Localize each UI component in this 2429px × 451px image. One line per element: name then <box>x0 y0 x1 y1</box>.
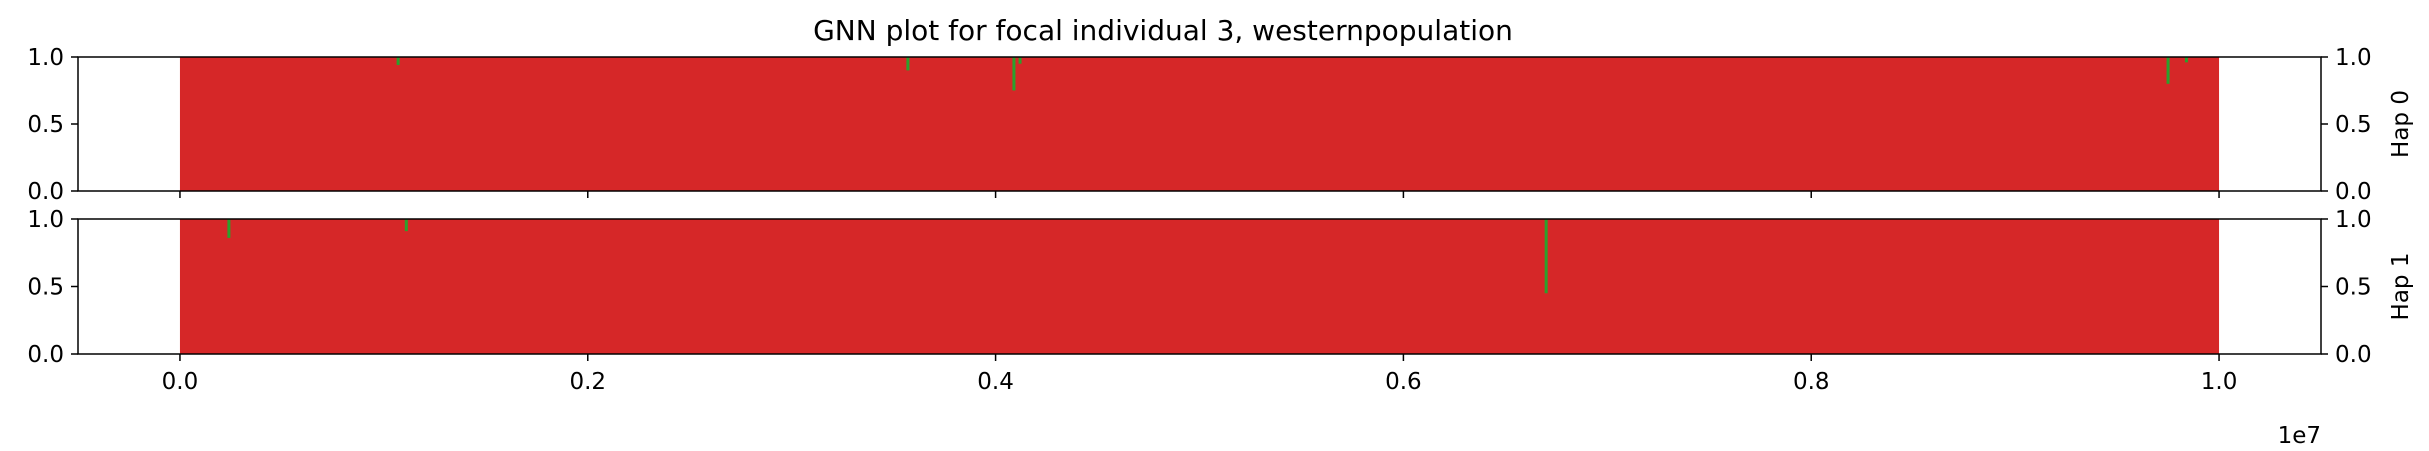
green-population-spike <box>1544 219 1548 294</box>
y-tick-label-right: 0.0 <box>2335 179 2372 205</box>
green-population-spike <box>2166 57 2170 84</box>
panel-label: Hap 0 <box>2388 90 2414 158</box>
red-population-area <box>179 219 2220 354</box>
chart-title: GNN plot for focal individual 3, western… <box>813 14 1513 47</box>
red-population-area <box>179 57 2220 191</box>
y-tick-label-right: 1.0 <box>2335 207 2372 233</box>
y-tick-label-left: 1.0 <box>27 45 64 71</box>
x-tick-label: 0.6 <box>1385 369 1422 395</box>
x-axis: 0.0 0.2 0.4 0.6 0.8 1.0 <box>162 369 2238 395</box>
green-population-spike <box>1012 57 1016 91</box>
x-tick-label: 0.8 <box>1793 369 1830 395</box>
y-tick-label-right: 1.0 <box>2335 45 2372 71</box>
green-population-spike <box>396 57 400 66</box>
y-tick-label-left: 0.5 <box>27 112 64 138</box>
y-tick-label-left: 1.0 <box>27 207 64 233</box>
x-axis-offset-label: 1e7 <box>2278 423 2321 449</box>
green-population-spike <box>404 219 408 232</box>
y-tick-label-left: 0.0 <box>27 179 64 205</box>
x-tick-label: 0.0 <box>162 369 199 395</box>
green-population-spike <box>227 219 231 238</box>
x-tick-label: 0.4 <box>977 369 1014 395</box>
y-tick-label-right: 0.5 <box>2335 112 2372 138</box>
x-tick-label: 1.0 <box>2201 369 2238 395</box>
panel-label: Hap 1 <box>2388 253 2414 321</box>
green-population-spike <box>2184 57 2188 63</box>
y-tick-label-right: 0.0 <box>2335 342 2372 368</box>
y-tick-label-left: 0.5 <box>27 275 64 301</box>
green-population-spike <box>906 57 910 71</box>
panel-hap-1: 0.0 0.0 0.5 0.5 1.0 1.0 Hap 1 <box>27 207 2414 368</box>
y-tick-label-right: 0.5 <box>2335 275 2372 301</box>
y-tick-label-left: 0.0 <box>27 342 64 368</box>
x-tick-label: 0.2 <box>569 369 606 395</box>
green-population-spike <box>1018 57 1022 64</box>
panel-hap-0: 0.0 0.0 0.5 0.5 1.0 1.0 Hap 0 <box>27 45 2414 205</box>
